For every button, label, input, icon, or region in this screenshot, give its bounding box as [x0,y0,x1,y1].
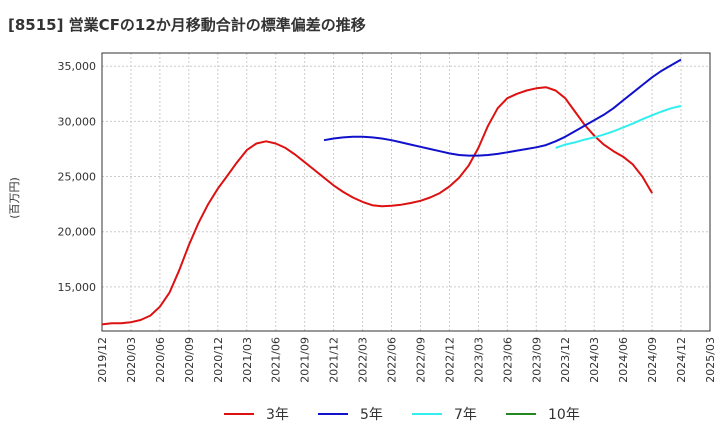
series-line [555,105,682,149]
legend-label: 7年 [454,407,477,423]
x-tick-label: 2023/09 [530,337,543,383]
series-line [101,86,653,326]
x-tick-label: 2024/03 [588,337,601,383]
x-tick-label: 2021/06 [270,337,283,383]
x-tick-label: 2020/03 [125,337,138,383]
series-lines [101,58,682,326]
y-tick-label: 30,000 [58,115,97,128]
x-tick-label: 2025/03 [704,337,717,383]
x-tick-label: 2024/12 [675,337,688,383]
y-tick-label: 20,000 [58,226,97,239]
plot-frame [101,52,711,332]
x-tick-label: 2019/12 [96,337,109,383]
legend-label: 10年 [548,407,580,423]
x-tick-label: 2022/03 [357,337,370,383]
x-tick-label: 2021/03 [241,337,254,383]
x-tick-label: 2022/09 [414,337,427,383]
series-line [323,58,682,157]
grid-lines [101,53,711,331]
x-tick-label: 2024/09 [646,337,659,383]
x-tick-label: 2021/09 [299,337,312,383]
x-tick-label: 2020/09 [183,337,196,383]
x-tick-label: 2022/06 [386,337,399,383]
x-tick-label: 2023/12 [559,337,572,383]
legend: 3年 5年 7年 10年 [224,407,580,423]
chart-title: [8515] 営業CFの12か月移動合計の標準偏差の推移 [8,16,366,34]
x-tick-label: 2023/06 [501,337,514,383]
x-tick-label: 2020/06 [154,337,167,383]
x-tick-label: 2021/12 [328,337,341,383]
y-tick-label: 15,000 [58,281,97,294]
y-axis-label: (百万円) [8,177,21,219]
y-tick-label: 25,000 [58,171,97,184]
legend-label: 5年 [360,407,383,423]
x-tick-label: 2023/03 [472,337,485,383]
x-tick-label: 2020/12 [212,337,225,383]
y-tick-labels: 15,000 20,000 25,000 30,000 35,000 [58,60,97,294]
x-tick-labels: 2019/12 2020/03 2020/06 2020/09 2020/12 2021/… [96,337,717,383]
x-tick-label: 2024/06 [617,337,630,383]
x-tick-label: 2022/12 [443,337,456,383]
legend-label: 3年 [266,407,289,423]
y-tick-label: 35,000 [58,60,97,73]
axes [101,52,711,332]
